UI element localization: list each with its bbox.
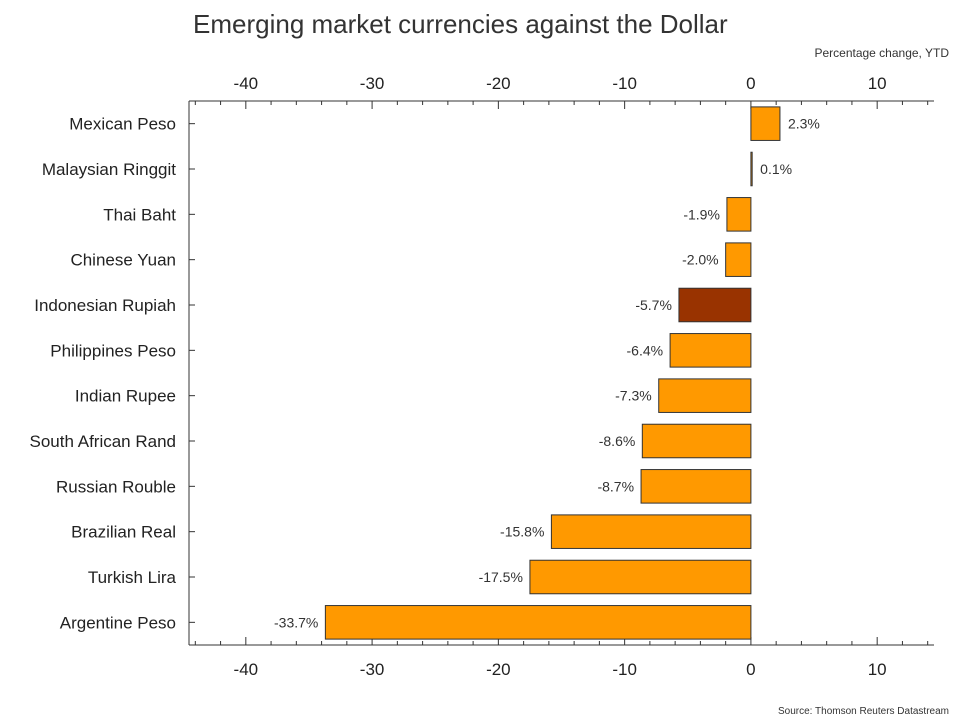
top-tick-label: -40 bbox=[234, 74, 259, 93]
category-label: Argentine Peso bbox=[60, 613, 176, 632]
data-label: -17.5% bbox=[479, 569, 523, 585]
category-label: Mexican Peso bbox=[69, 115, 176, 134]
category-label: Russian Rouble bbox=[56, 477, 176, 496]
data-label: -6.4% bbox=[627, 342, 664, 358]
bar bbox=[750, 106, 781, 141]
bar bbox=[669, 333, 752, 368]
bar bbox=[324, 605, 752, 640]
data-label: -2.0% bbox=[682, 252, 719, 268]
category-label: Indian Rupee bbox=[75, 387, 176, 406]
category-label: Malaysian Ringgit bbox=[42, 160, 176, 179]
category-label: Philippines Peso bbox=[50, 341, 176, 360]
category-label: Brazilian Real bbox=[71, 523, 176, 542]
category-label: Indonesian Rupiah bbox=[34, 296, 176, 315]
data-label: 0.1% bbox=[760, 161, 792, 177]
bottom-tick-label: -20 bbox=[486, 660, 511, 679]
chart-source: Source: Thomson Reuters Datastream bbox=[778, 706, 949, 717]
data-label: -5.7% bbox=[635, 297, 672, 313]
bar bbox=[641, 423, 752, 459]
plot-area: -40 -40 -30 -30 -20 -20 -10 -10 0 0 10 10 Mexican Pe… bbox=[30, 74, 934, 679]
bottom-tick-label: 10 bbox=[868, 660, 887, 679]
data-label: -15.8% bbox=[500, 524, 544, 540]
top-tick-label: -30 bbox=[360, 74, 385, 93]
top-tick-label: -20 bbox=[486, 74, 511, 93]
bar bbox=[640, 469, 752, 504]
data-label: -33.7% bbox=[274, 614, 318, 630]
bar bbox=[529, 559, 752, 595]
bar bbox=[725, 242, 752, 277]
data-label: -1.9% bbox=[683, 206, 720, 222]
bottom-tick-label: -30 bbox=[360, 660, 385, 679]
category-label: South African Rand bbox=[30, 432, 176, 451]
data-label: -8.6% bbox=[599, 433, 636, 449]
bar bbox=[678, 287, 752, 323]
bar bbox=[726, 197, 752, 232]
chart-subtitle: Percentage change, YTD bbox=[814, 46, 949, 60]
data-label: -7.3% bbox=[615, 388, 652, 404]
chart-title: Emerging market currencies against the D… bbox=[193, 9, 728, 39]
top-tick-label: 0 bbox=[746, 74, 755, 93]
top-tick-label: -10 bbox=[612, 74, 637, 93]
bottom-tick-label: 0 bbox=[746, 660, 755, 679]
bottom-tick-label: -10 bbox=[612, 660, 637, 679]
bottom-tick-label: -40 bbox=[234, 660, 259, 679]
category-label: Turkish Lira bbox=[88, 568, 177, 587]
data-label: 2.3% bbox=[788, 116, 820, 132]
bar bbox=[550, 514, 752, 549]
bar bbox=[658, 378, 752, 413]
top-tick-label: 10 bbox=[868, 74, 887, 93]
category-label: Chinese Yuan bbox=[70, 251, 176, 270]
data-label: -8.7% bbox=[597, 478, 634, 494]
bar bbox=[750, 151, 753, 187]
category-label: Thai Baht bbox=[103, 205, 176, 224]
